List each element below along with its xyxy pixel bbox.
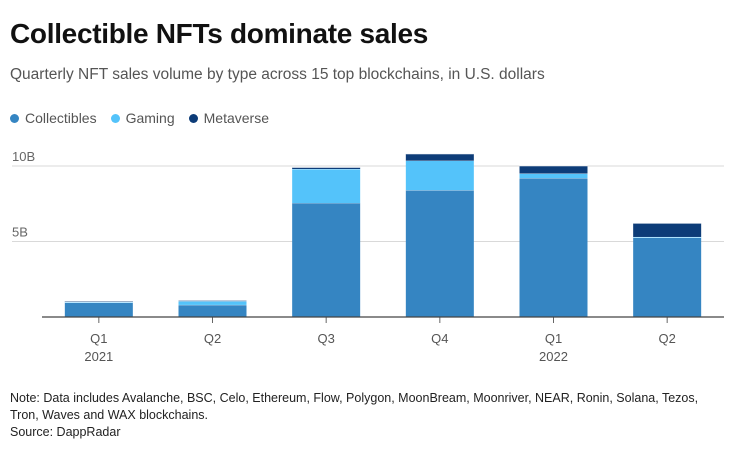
stacked-bar-chart: 5B 10B Q1 2021 Q2 Q3 Q4 Q1 2022 Q2: [12, 149, 724, 364]
bar-segment-metaverse: [519, 166, 588, 174]
bar-segment-collectibles: [519, 178, 588, 317]
bar-segment-collectibles: [64, 302, 133, 317]
legend-item-metaverse: Metaverse: [188, 110, 269, 126]
legend-swatch-metaverse: [188, 113, 198, 123]
x-tick-year-label: 2022: [539, 349, 568, 364]
chart-subtitle: Quarterly NFT sales volume by type acros…: [10, 66, 545, 83]
y-tick-label: 10B: [12, 149, 35, 164]
bar-segment-metaverse: [178, 300, 247, 302]
chart-title: Collectible NFTs dominate sales: [10, 18, 429, 49]
legend-swatch-gaming: [110, 113, 120, 123]
bar-segment-collectibles: [292, 202, 361, 317]
bar-segment-collectibles: [633, 237, 702, 317]
x-tick-label: Q3: [317, 331, 334, 346]
x-tick-label: Q1: [545, 331, 562, 346]
bar-segment-collectibles: [178, 304, 247, 317]
bar-segment-gaming: [64, 301, 133, 303]
chart-note: Note: Data includes Avalanche, BSC, Celo…: [10, 391, 699, 422]
bar-segment-gaming: [519, 173, 588, 179]
bar-segment-metaverse: [64, 301, 133, 302]
legend-label-gaming: Gaming: [125, 110, 175, 126]
bar-segment-metaverse: [292, 167, 361, 170]
legend-swatch-collectibles: [10, 113, 19, 123]
bar-segment-gaming: [405, 160, 474, 191]
chart-source: Source: DappRadar: [10, 425, 121, 439]
bar-segment-metaverse: [405, 153, 474, 161]
legend-label-collectibles: Collectibles: [25, 110, 97, 126]
bar-segment-metaverse: [633, 223, 702, 237]
legend-item-gaming: Gaming: [110, 110, 175, 126]
bar-segment-collectibles: [405, 190, 474, 317]
legend: Collectibles Gaming Metaverse: [10, 110, 269, 126]
bar-segment-gaming: [633, 236, 702, 238]
x-tick-year-label: 2021: [84, 349, 113, 364]
legend-label-metaverse: Metaverse: [203, 110, 269, 126]
x-tick-label: Q1: [90, 331, 107, 346]
bar-segment-gaming: [292, 169, 361, 203]
legend-item-collectibles: Collectibles: [10, 110, 97, 126]
x-tick-label: Q2: [658, 331, 675, 346]
x-tick-label: Q4: [431, 331, 448, 346]
bar-segment-gaming: [178, 301, 247, 305]
y-tick-label: 5B: [12, 225, 28, 240]
x-tick-label: Q2: [204, 331, 221, 346]
